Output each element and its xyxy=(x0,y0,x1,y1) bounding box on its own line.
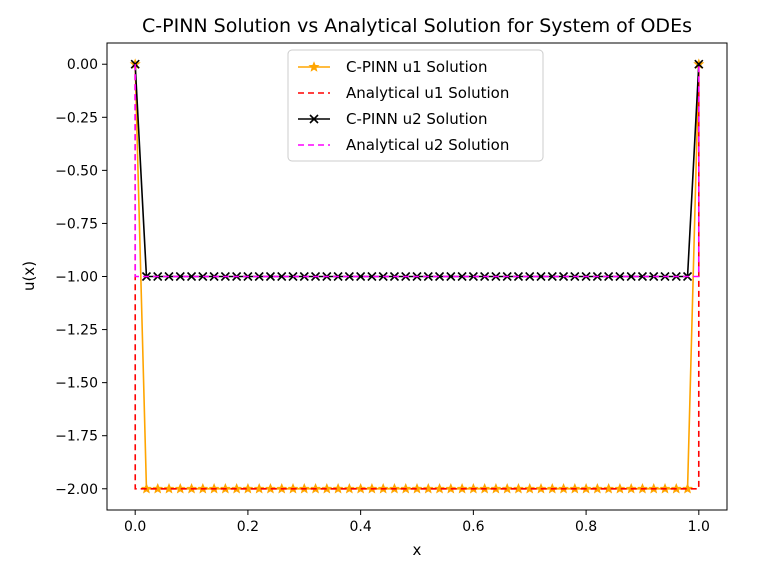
y-tick-label: −0.50 xyxy=(55,163,98,179)
y-tick-label: −2.00 xyxy=(55,482,98,498)
data-point xyxy=(512,482,524,494)
y-tick-label: −0.25 xyxy=(55,110,98,126)
data-point xyxy=(175,271,185,282)
x-tick-label: 0.6 xyxy=(462,519,484,535)
y-tick-label: −1.50 xyxy=(55,376,98,392)
legend-item-analytical-u1-solution: Analytical u1 Solution xyxy=(298,84,509,102)
legend-label: Analytical u2 Solution xyxy=(346,136,509,154)
data-point xyxy=(253,482,265,494)
data-point xyxy=(174,482,186,494)
y-axis-ticks: 0.00 −0.25 −0.50 −0.75 −1.00 −1.25 −1.50 −1.75 −… xyxy=(55,57,107,498)
data-point xyxy=(367,271,377,282)
legend-box xyxy=(287,49,544,162)
data-point xyxy=(332,482,344,494)
data-point xyxy=(637,271,648,282)
data-point xyxy=(164,271,174,282)
data-point xyxy=(254,271,264,282)
legend-item-c-pinn-u1-solution: C-PINN u1 Solution xyxy=(298,58,488,76)
y-tick-label: 0.00 xyxy=(67,57,98,73)
data-point xyxy=(344,271,354,282)
data-point xyxy=(446,271,456,282)
legend-label: Analytical u1 Solution xyxy=(346,84,509,102)
data-point xyxy=(591,482,603,494)
chart-title: C-PINN Solution vs Analytical Solution f… xyxy=(142,15,692,37)
data-point xyxy=(603,482,615,494)
y-tick-label: −1.25 xyxy=(55,323,98,339)
data-point xyxy=(355,482,367,494)
legend-item-analytical-u2-solution: Analytical u2 Solution xyxy=(298,136,509,154)
data-point xyxy=(186,271,197,282)
data-point xyxy=(242,482,254,494)
data-point xyxy=(277,271,287,282)
data-point xyxy=(501,482,513,494)
data-point xyxy=(614,482,626,494)
y-tick-label: −0.75 xyxy=(55,216,98,232)
data-point xyxy=(547,271,557,282)
data-point xyxy=(536,271,546,282)
data-point xyxy=(411,482,423,494)
legend-marker xyxy=(308,61,320,72)
legend-item-c-pinn-u2-solution: C-PINN u2 Solution xyxy=(298,110,488,128)
data-point xyxy=(434,271,445,282)
series-line-analytical-u2-solution xyxy=(134,64,700,278)
data-point xyxy=(682,482,694,494)
x-tick-label: 0.4 xyxy=(350,519,372,535)
data-point xyxy=(457,271,467,282)
x-tick-label: 1.0 xyxy=(688,519,710,535)
legend-marker xyxy=(309,114,319,124)
legend-label: C-PINN u1 Solution xyxy=(346,58,488,76)
x-tick-label: 0.0 xyxy=(124,519,146,535)
data-point xyxy=(434,482,446,494)
x-tick-label: 0.2 xyxy=(237,519,259,535)
legend-label: C-PINN u2 Solution xyxy=(346,110,488,128)
data-point xyxy=(130,59,140,69)
data-point xyxy=(356,271,366,282)
data-point xyxy=(163,482,175,494)
y-tick-label: −1.75 xyxy=(55,429,98,445)
data-point xyxy=(422,482,434,494)
data-point xyxy=(615,271,625,282)
legend: C-PINN u1 Solution Analytical u1 Solution… xyxy=(287,49,544,162)
data-point xyxy=(626,271,636,282)
data-point xyxy=(198,271,208,282)
y-tick-label: −1.00 xyxy=(55,270,98,286)
x-axis-ticks: 0.0 0.2 0.4 0.6 0.8 1.0 xyxy=(124,510,710,535)
x-tick-label: 0.8 xyxy=(575,519,597,535)
data-point xyxy=(264,482,276,494)
data-point xyxy=(525,271,535,282)
series-analytical-u2-solution xyxy=(134,64,700,278)
data-point xyxy=(343,482,355,494)
data-point xyxy=(321,482,333,494)
data-point xyxy=(694,59,704,69)
data-point xyxy=(265,271,276,282)
series-layer xyxy=(129,58,705,494)
data-point xyxy=(152,482,164,494)
y-axis-label: u(x) xyxy=(20,261,38,291)
plot-area xyxy=(106,42,728,511)
x-axis-label: x xyxy=(413,541,422,559)
data-point xyxy=(524,482,536,494)
